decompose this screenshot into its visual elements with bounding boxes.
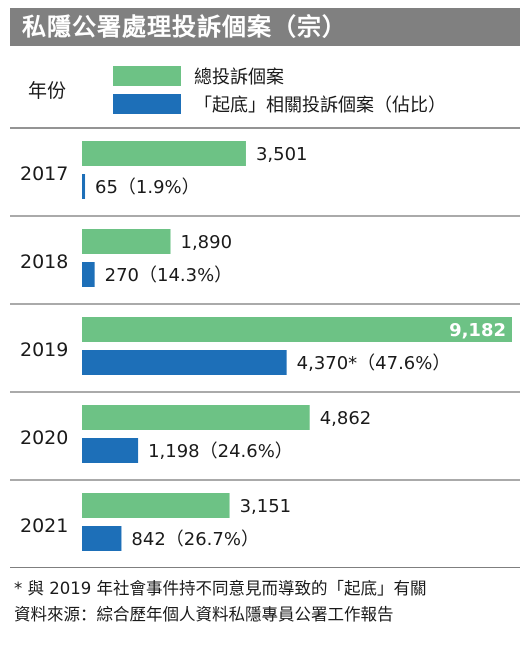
doxxing-complaints-bar [82, 526, 122, 551]
chart-title: 私隱公署處理投訴個案（宗） [10, 8, 520, 46]
doxxing-complaints-value: 1,198（24.6%） [148, 441, 293, 462]
total-complaints-bar [82, 405, 310, 430]
total-complaints-bar [82, 141, 246, 166]
total-complaints-value: 3,501 [256, 144, 308, 165]
doxxing-complaints-bar [82, 350, 287, 375]
doxxing-complaints-bar [82, 438, 139, 463]
doxxing-complaints-value: 65（1.9%） [95, 177, 200, 198]
legend-label-doxxing: 「起底」相關投訴個案（佔比） [194, 95, 446, 116]
total-complaints-bar [82, 493, 230, 518]
year-label: 2019 [20, 339, 68, 361]
source-note: 資料來源：綜合歷年個人資料私隱專員公署工作報告 [14, 605, 394, 624]
doxxing-complaints-value: 270（14.3%） [105, 265, 233, 286]
doxxing-complaints-value: 842（26.7%） [131, 529, 259, 550]
doxxing-complaints-value: 4,370*（47.6%） [297, 353, 451, 374]
year-column-label: 年份 [28, 80, 67, 102]
total-complaints-value: 1,890 [181, 232, 233, 253]
legend-label-total: 總投訴個案 [194, 67, 284, 88]
total-complaints-value: 9,182 [449, 320, 506, 341]
bar-chart-svg: 2017 3,501 65（1.9%） 2018 1,890 270（14.3%） 2019… [10, 127, 520, 568]
year-label: 2017 [20, 163, 68, 185]
doxxing-complaints-bar [82, 262, 95, 287]
total-complaints-bar [82, 317, 512, 342]
total-complaints-value: 4,862 [320, 408, 372, 429]
total-complaints-value: 3,151 [240, 496, 292, 517]
bar-chart: 2017 3,501 65（1.9%） 2018 1,890 270（14.3%） 2019… [10, 126, 520, 568]
year-label: 2020 [20, 427, 68, 449]
total-complaints-bar [82, 229, 171, 254]
doxxing-complaints-bar [82, 174, 86, 199]
year-label: 2018 [20, 251, 68, 273]
year-label: 2021 [20, 515, 68, 537]
legend: 年份 總投訴個案 「起底」相關投訴個案（佔比） [10, 58, 520, 124]
legend-swatch-doxxing [113, 94, 181, 114]
footnote: * 與 2019 年社會事件持不同意見而導致的「起底」有關 [14, 579, 427, 598]
footnote-block: * 與 2019 年社會事件持不同意見而導致的「起底」有關 資料來源：綜合歷年個… [14, 578, 520, 626]
legend-swatch-total [113, 66, 181, 86]
